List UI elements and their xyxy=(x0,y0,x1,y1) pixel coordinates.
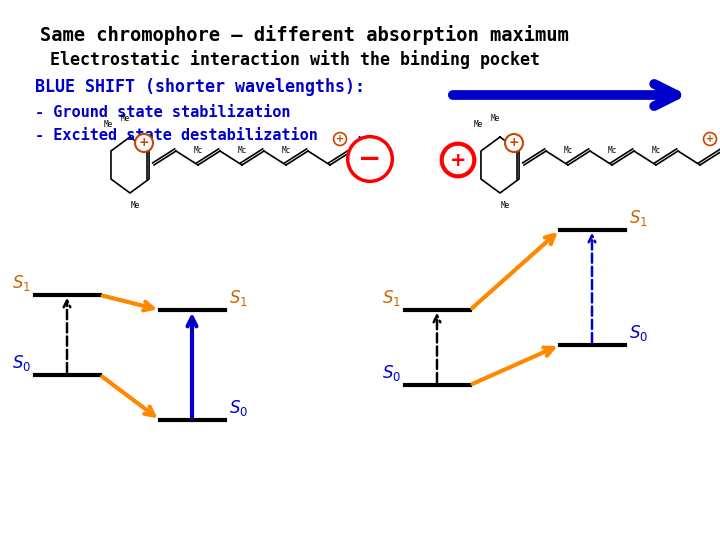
Text: BLUE SHIFT (shorter wavelengths):: BLUE SHIFT (shorter wavelengths): xyxy=(35,78,365,96)
Text: Mc: Mc xyxy=(194,146,202,155)
Text: +: + xyxy=(450,151,467,170)
Text: H: H xyxy=(357,155,363,165)
Text: $S_1$: $S_1$ xyxy=(12,273,31,293)
Text: $S_1$: $S_1$ xyxy=(629,208,648,228)
Text: +: + xyxy=(509,137,519,150)
Text: +: + xyxy=(139,137,149,150)
Text: $S_0$: $S_0$ xyxy=(382,363,401,383)
Text: Same chromophore – different absorption maximum: Same chromophore – different absorption … xyxy=(40,25,569,45)
Text: - Ground state stabilization: - Ground state stabilization xyxy=(35,105,290,120)
Text: Me: Me xyxy=(120,114,130,123)
Text: Me: Me xyxy=(130,201,140,210)
Text: - Excited state destabilization: - Excited state destabilization xyxy=(35,128,318,143)
Text: +: + xyxy=(336,134,344,144)
Text: $S_0$: $S_0$ xyxy=(629,323,648,343)
Text: Mc: Mc xyxy=(608,146,616,155)
Text: Mc: Mc xyxy=(282,146,291,155)
Text: Me: Me xyxy=(104,120,112,129)
Text: Mc: Mc xyxy=(652,146,661,155)
Text: $S_0$: $S_0$ xyxy=(12,353,31,373)
Text: $S_0$: $S_0$ xyxy=(229,398,248,418)
Text: $S_1$: $S_1$ xyxy=(382,288,401,308)
Text: Me: Me xyxy=(490,114,500,123)
Text: Electrostatic interaction with the binding pocket: Electrostatic interaction with the bindi… xyxy=(50,50,540,69)
Text: $S_1$: $S_1$ xyxy=(229,288,248,308)
Text: Me: Me xyxy=(473,120,482,129)
Text: N: N xyxy=(357,136,364,146)
Text: Me: Me xyxy=(500,201,510,210)
Text: +: + xyxy=(706,134,714,144)
Text: Mc: Mc xyxy=(563,146,572,155)
Text: Mc: Mc xyxy=(238,146,247,155)
Text: −: − xyxy=(359,145,382,173)
